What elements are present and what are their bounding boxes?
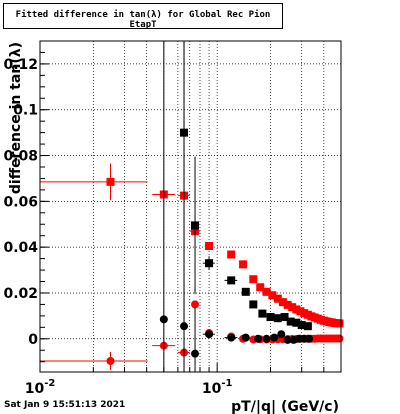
data-point [241, 287, 250, 296]
data-point [227, 250, 236, 259]
data-point [191, 221, 200, 230]
series-3 [159, 41, 314, 372]
plot-frame [39, 40, 342, 373]
data-point [258, 309, 267, 318]
data-point [262, 334, 271, 343]
tick-labels: 0 0.02 0.04 0.06 0.08 0.1 0.12 10-2 10-1 [3, 57, 232, 397]
y-axis-title: difference in tan(λ) [8, 42, 24, 194]
data-point [286, 317, 295, 326]
data-point [283, 335, 292, 344]
data-point [273, 314, 282, 323]
data-point [180, 322, 189, 331]
y-tick-label: 0.12 [3, 57, 38, 73]
data-point [205, 330, 214, 339]
data-point [205, 259, 214, 268]
data-point [249, 275, 258, 284]
data-point [253, 334, 262, 343]
chart-title-box: Fitted difference in tan(λ) for Global R… [3, 3, 283, 30]
y-tick-label: 0.02 [3, 286, 38, 302]
data-point [205, 242, 214, 251]
data-point [266, 313, 275, 322]
data-point [227, 333, 236, 342]
data-point [159, 315, 168, 324]
data-point [268, 291, 277, 300]
y-tick-label: 0.1 [13, 103, 38, 119]
data-point [292, 318, 301, 327]
data-point [303, 322, 312, 331]
y-tick-label: 0.06 [3, 194, 38, 210]
data-point [292, 305, 301, 314]
data-point [262, 287, 271, 296]
data-point [191, 349, 200, 358]
y-tick-label: 0.04 [3, 240, 38, 256]
data-point [335, 334, 344, 343]
footer-date: Sat Jan 9 15:51:13 2021 [4, 400, 126, 410]
data-point [191, 300, 200, 309]
chart-title: Fitted difference in tan(λ) for Global R… [15, 10, 271, 30]
data-point [106, 177, 115, 186]
data-point [270, 333, 279, 342]
data-point [283, 300, 292, 309]
data-point [249, 300, 258, 309]
y-tick-label: 0 [28, 332, 38, 348]
data-point [278, 298, 287, 307]
x-tick-label: 10-1 [202, 378, 233, 397]
data-point [305, 334, 314, 343]
data-series [40, 41, 344, 372]
data-point [335, 319, 344, 328]
y-tick-label: 0.08 [3, 149, 38, 165]
data-point [241, 333, 250, 342]
data-point [256, 283, 265, 292]
data-point [277, 330, 286, 339]
data-point [106, 357, 115, 366]
data-point [273, 294, 282, 303]
data-point [227, 276, 236, 285]
data-point [288, 303, 297, 312]
axis-ticks [39, 51, 342, 372]
data-point [297, 321, 306, 330]
data-point [239, 260, 248, 269]
data-point [280, 313, 289, 322]
x-axis-title: pT/|q| (GeV/c) [231, 399, 339, 414]
x-tick-label: 10-2 [25, 378, 56, 397]
